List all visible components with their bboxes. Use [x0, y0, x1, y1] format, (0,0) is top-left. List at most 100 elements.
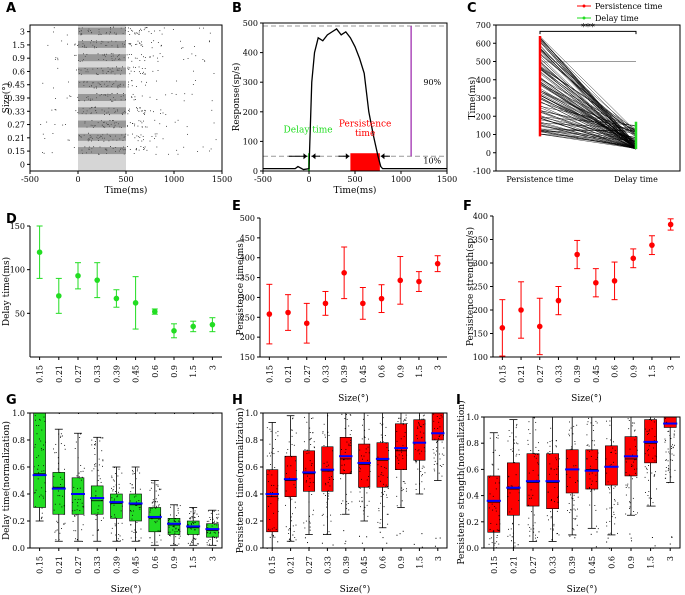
spike [159, 30, 161, 32]
raw-point [179, 535, 181, 537]
raw-point [438, 435, 440, 437]
raw-point [367, 446, 369, 448]
spike [143, 149, 144, 151]
raw-point [418, 422, 419, 424]
raw-point [80, 464, 82, 466]
pair-line [539, 66, 637, 133]
raw-point [489, 538, 491, 540]
raw-point [179, 531, 181, 532]
raw-point [133, 473, 135, 475]
spike [135, 85, 137, 87]
raw-points [585, 417, 599, 530]
raw-point [405, 419, 407, 421]
raw-point [368, 428, 370, 430]
panel-d-cat-label: 0.33 [93, 365, 102, 383]
raw-point [214, 523, 216, 525]
raw-point [415, 489, 417, 490]
raw-point [443, 454, 445, 456]
raw-point [59, 471, 61, 473]
raw-point [169, 534, 170, 536]
raw-point [625, 461, 627, 463]
pair-line [539, 101, 637, 150]
raw-point [215, 545, 217, 547]
spike [162, 112, 164, 114]
raw-point [593, 430, 594, 431]
raw-point [489, 437, 491, 439]
raw-point [433, 452, 435, 454]
box [148, 507, 162, 533]
raw-point [308, 515, 310, 517]
raw-point [177, 512, 179, 514]
panel-h-cat-label: 0.39 [342, 556, 351, 574]
raw-point [633, 461, 635, 463]
raw-point [653, 475, 655, 477]
raw-point [34, 506, 36, 508]
raw-point [348, 445, 350, 447]
box [487, 475, 501, 533]
mean-point [593, 279, 599, 286]
panel-c-y-tick-label: 200 [476, 112, 491, 121]
outlier-point [651, 537, 653, 539]
raw-point [53, 448, 54, 450]
raw-point [629, 508, 631, 510]
raw-point [606, 472, 608, 474]
raw-point [75, 441, 77, 443]
raw-point [438, 453, 440, 455]
spike [209, 40, 210, 42]
raw-point [168, 519, 170, 521]
raw-point [138, 507, 140, 508]
raw-point [606, 521, 607, 523]
spike [93, 87, 95, 89]
raw-point [173, 519, 175, 521]
spike [194, 46, 195, 47]
raw-point [350, 442, 351, 444]
spike [61, 40, 63, 42]
panel-g-cat-label: 1.5 [189, 556, 198, 569]
raw-point [527, 504, 529, 506]
raw-point [596, 422, 598, 424]
raw-point [555, 445, 557, 447]
raw-point [121, 505, 123, 507]
mean-point [518, 307, 524, 313]
raw-point [345, 448, 347, 450]
raw-point [490, 537, 492, 539]
raw-point [217, 516, 219, 518]
raw-point [97, 530, 99, 531]
raw-point [423, 447, 425, 449]
raw-point [511, 508, 513, 510]
persistence-annotation-2: time [355, 129, 375, 139]
spike [143, 139, 144, 141]
raw-point [571, 497, 573, 499]
raw-point [114, 491, 116, 493]
panel-g-y-tick-label: 0.0 [12, 544, 25, 553]
mean-point [113, 295, 120, 302]
raw-point [40, 518, 42, 520]
raw-point [139, 488, 141, 490]
raw-point [441, 416, 443, 418]
spike [116, 93, 118, 94]
spike [77, 112, 79, 113]
raw-point [193, 508, 194, 510]
raw-point [111, 516, 113, 518]
panel-i-y-tick-label: 0.2 [466, 518, 479, 527]
raw-point [653, 447, 654, 449]
raw-point [396, 440, 398, 442]
raw-point [77, 488, 78, 490]
panel-g-cat-label: 0.45 [132, 556, 141, 574]
raw-point [45, 491, 47, 492]
outlier-point [552, 529, 554, 531]
raw-point [632, 465, 634, 467]
raw-point [636, 512, 638, 514]
raw-point [498, 454, 500, 456]
spike [149, 140, 151, 142]
pair-line [539, 133, 637, 149]
spike [131, 85, 133, 87]
spike [139, 60, 141, 61]
spike [140, 44, 142, 46]
raw-point [358, 467, 360, 469]
outlier-point [669, 543, 671, 545]
raw-point [118, 534, 120, 535]
raw-point [271, 495, 273, 497]
outlier-point [489, 528, 491, 530]
raw-point [378, 507, 380, 509]
